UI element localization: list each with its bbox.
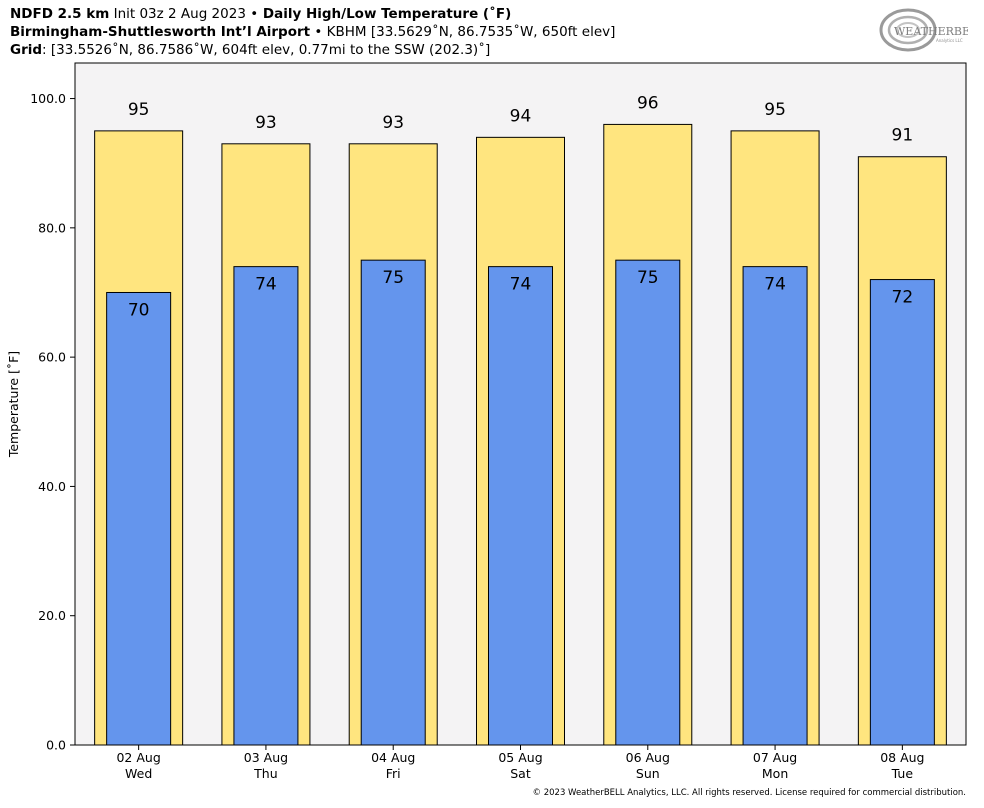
high-value-label: 93 — [382, 113, 404, 133]
copyright-footer: © 2023 WeatherBELL Analytics, LLC. All r… — [532, 788, 966, 798]
high-value-label: 95 — [128, 100, 150, 120]
low-bar — [233, 266, 299, 746]
weatherbell-logo: WEATHERBELL Analytics LLC — [879, 8, 968, 52]
y-tick-label: 20.0 — [38, 608, 66, 623]
x-tick-day: Fri — [386, 766, 401, 781]
low-bar — [106, 291, 172, 746]
x-tick-date: 04 Aug — [371, 750, 415, 765]
high-value-label: 93 — [255, 113, 277, 133]
high-value-label: 95 — [764, 100, 786, 120]
y-axis: 0.0 20.0 40.0 60.0 80.0 100.0 — [30, 91, 75, 753]
model-label: NDFD 2.5 km — [10, 6, 110, 22]
y-tick-label: 100.0 — [30, 91, 66, 106]
header-line-2: Birmingham-Shuttlesworth Int’l Airport •… — [10, 23, 615, 41]
station-info: KBHM [33.5629˚N, 86.7535˚W, 650ft elev] — [326, 24, 616, 40]
product-title: Daily High/Low Temperature (˚F) — [258, 6, 512, 22]
header-line-3: Grid: [33.5526˚N, 86.7586˚W, 604ft elev,… — [10, 41, 490, 59]
y-tick-label: 0.0 — [46, 738, 66, 753]
x-tick-date: 03 Aug — [244, 750, 288, 765]
low-bar — [742, 266, 808, 746]
low-bar — [869, 279, 935, 746]
low-value-label: 74 — [510, 275, 532, 295]
low-value-label: 75 — [637, 268, 659, 288]
x-tick-date: 08 Aug — [880, 750, 924, 765]
separator-dot: • — [250, 6, 259, 22]
x-tick-day: Sat — [510, 766, 531, 781]
x-tick-day: Mon — [762, 766, 788, 781]
x-tick-date: 06 Aug — [626, 750, 670, 765]
high-value-label: 91 — [892, 126, 914, 146]
low-bar — [615, 259, 681, 746]
y-tick-label: 60.0 — [38, 350, 66, 365]
x-tick-date: 05 Aug — [498, 750, 542, 765]
high-value-label: 94 — [510, 106, 532, 126]
grid-label: Grid — [10, 42, 43, 58]
y-axis-label: Temperature [˚F] — [6, 351, 21, 458]
x-tick-date: 02 Aug — [116, 750, 160, 765]
x-tick-day: Wed — [125, 766, 152, 781]
low-value-label: 74 — [764, 275, 786, 295]
low-bar — [488, 266, 553, 746]
x-tick-date: 07 Aug — [753, 750, 797, 765]
grid-info: : [33.5526˚N, 86.7586˚W, 604ft elev, 0.7… — [42, 42, 491, 58]
x-tick-day: Thu — [253, 766, 277, 781]
high-value-label: 96 — [637, 93, 659, 113]
station-name: Birmingham-Shuttlesworth Int’l Airport — [10, 24, 311, 40]
low-value-label: 70 — [128, 300, 150, 320]
low-value-label: 74 — [255, 275, 277, 295]
init-time: Init 03z 2 Aug 2023 — [109, 6, 251, 22]
separator-dot: • — [310, 24, 327, 40]
low-bar — [360, 259, 426, 746]
bars-group: 95 70 93 74 93 75 94 74 96 75 95 74 91 72 — [94, 93, 947, 746]
low-value-label: 72 — [892, 288, 914, 308]
y-tick-label: 80.0 — [38, 220, 66, 235]
logo-subtext: Analytics LLC — [936, 38, 963, 43]
x-tick-day: Sun — [636, 766, 660, 781]
x-tick-day: Tue — [891, 766, 914, 781]
header-line-1: NDFD 2.5 km Init 03z 2 Aug 2023 • Daily … — [10, 5, 511, 23]
y-tick-label: 40.0 — [38, 479, 66, 494]
low-value-label: 75 — [382, 268, 404, 288]
plot-frame — [74, 62, 967, 746]
logo-text: WEATHERBELL — [894, 25, 968, 38]
